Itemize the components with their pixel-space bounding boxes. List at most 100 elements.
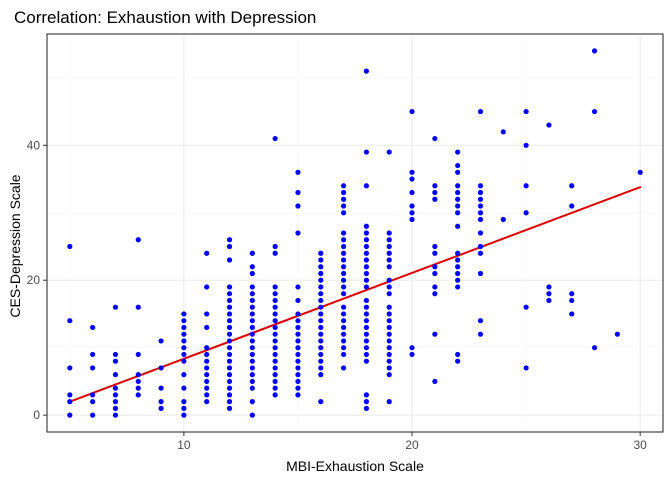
data-point — [546, 297, 552, 304]
data-point — [112, 405, 119, 411]
y-tick-label: 0 — [33, 408, 40, 422]
data-point — [226, 378, 233, 385]
data-point — [226, 284, 233, 290]
data-point — [363, 243, 370, 250]
data-point — [272, 324, 278, 331]
data-point — [226, 291, 233, 297]
data-point — [363, 230, 370, 236]
data-point — [386, 338, 392, 344]
data-point — [477, 243, 484, 250]
data-point — [386, 284, 392, 290]
data-point — [158, 385, 164, 391]
data-point — [569, 291, 575, 297]
data-point — [226, 243, 233, 250]
data-point — [340, 331, 347, 337]
data-point — [226, 385, 233, 391]
data-point — [363, 351, 370, 358]
data-point — [135, 372, 141, 378]
data-point — [226, 324, 233, 331]
data-points — [67, 48, 643, 418]
data-point — [363, 223, 370, 229]
data-point — [340, 351, 347, 358]
data-point — [546, 284, 552, 290]
data-point — [135, 385, 141, 391]
data-point — [272, 250, 278, 256]
data-point — [432, 183, 438, 189]
data-point — [249, 304, 255, 310]
data-point — [249, 365, 255, 371]
data-point — [318, 284, 324, 290]
data-point — [272, 135, 278, 142]
data-point — [67, 412, 73, 418]
data-point — [523, 304, 529, 310]
data-point — [318, 264, 324, 270]
data-point — [546, 122, 552, 128]
data-point — [295, 169, 301, 175]
data-point — [135, 392, 141, 398]
data-point — [249, 358, 255, 364]
data-point — [386, 250, 392, 256]
data-point — [455, 358, 461, 364]
data-point — [477, 183, 484, 189]
data-point — [249, 250, 255, 256]
data-point — [249, 264, 255, 270]
data-point — [112, 358, 119, 364]
data-point — [432, 250, 438, 256]
data-point — [363, 392, 370, 398]
data-point — [386, 230, 392, 236]
regression-line — [68, 186, 642, 403]
data-point — [90, 324, 96, 331]
data-point — [226, 372, 233, 378]
data-point — [340, 257, 347, 263]
data-point — [249, 345, 255, 351]
data-point — [204, 311, 210, 317]
data-point — [591, 345, 598, 351]
data-point — [90, 399, 96, 405]
data-point — [386, 291, 392, 297]
data-point — [455, 203, 461, 209]
data-point — [477, 318, 484, 324]
data-point — [181, 351, 187, 358]
data-point — [340, 291, 347, 297]
data-point — [340, 210, 347, 216]
axis-ticks: 10 20 30 0 20 40 — [27, 138, 648, 452]
data-point — [318, 318, 324, 324]
x-tick-label: 20 — [405, 438, 419, 452]
data-point — [295, 365, 301, 371]
data-point — [386, 243, 392, 250]
data-point — [272, 243, 278, 250]
data-point — [386, 311, 392, 317]
data-point — [226, 351, 233, 358]
data-point — [363, 399, 370, 405]
data-point — [318, 270, 324, 277]
data-point — [318, 351, 324, 358]
data-point — [249, 297, 255, 304]
data-point — [477, 203, 484, 209]
data-point — [226, 237, 233, 243]
data-point — [249, 338, 255, 344]
data-point — [318, 324, 324, 331]
data-point — [318, 338, 324, 344]
data-point — [477, 250, 484, 256]
data-point — [295, 318, 301, 324]
data-point — [455, 169, 461, 175]
data-point — [112, 399, 119, 405]
data-point — [409, 189, 415, 196]
panel-border — [46, 33, 664, 433]
data-point — [272, 318, 278, 324]
data-point — [477, 331, 484, 337]
data-point — [500, 216, 506, 223]
data-point — [409, 210, 415, 216]
data-point — [181, 345, 187, 351]
data-point — [363, 277, 370, 283]
data-point — [546, 291, 552, 297]
data-point — [249, 372, 255, 378]
data-point — [249, 291, 255, 297]
data-point — [386, 264, 392, 270]
data-point — [249, 318, 255, 324]
data-point — [318, 399, 324, 405]
data-point — [455, 270, 461, 277]
data-point — [455, 149, 461, 155]
data-point — [295, 385, 301, 391]
data-point — [363, 257, 370, 263]
